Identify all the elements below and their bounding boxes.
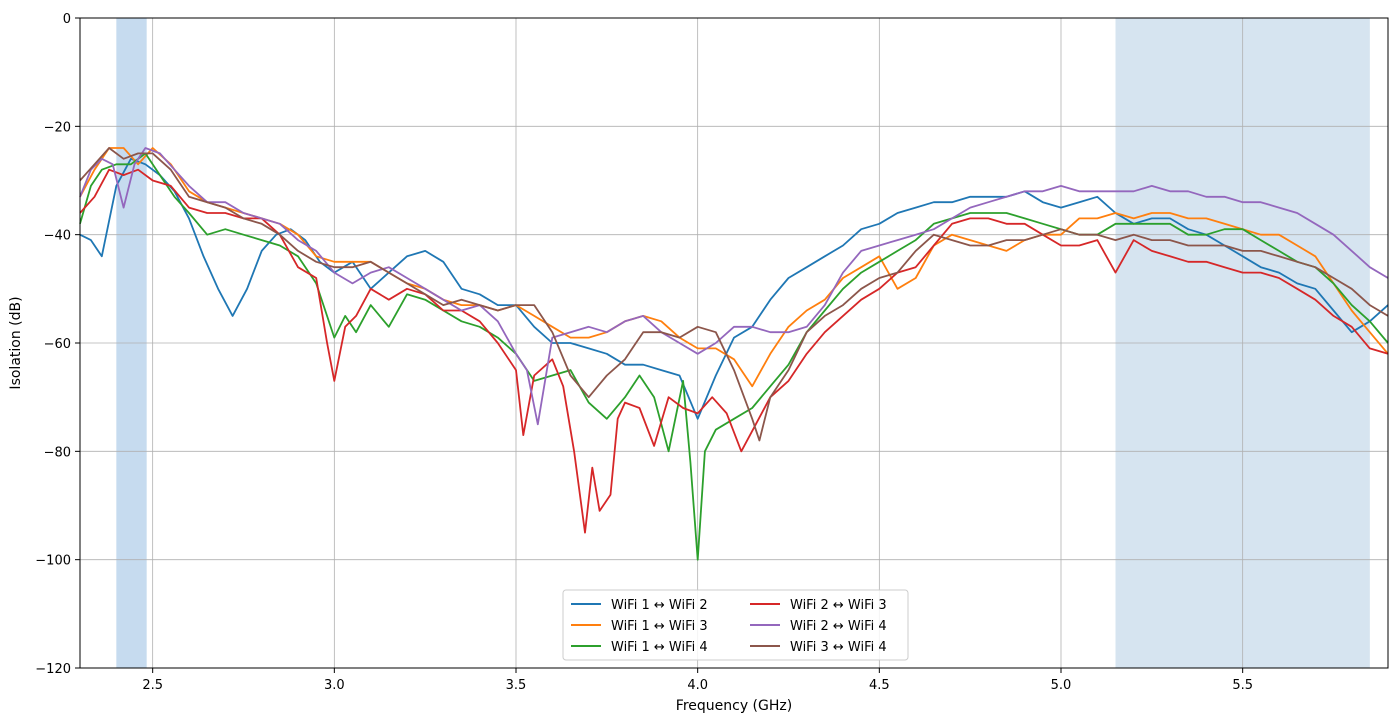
x-tick-label-4: 4.5 xyxy=(869,678,890,693)
y-axis-ticks: 0 −20 −40 −60 −80 −100 −120 xyxy=(35,12,80,677)
x-tick-label-0: 2.5 xyxy=(142,678,163,693)
y-tick-label-3: −60 xyxy=(44,337,71,352)
x-tick-label-3: 4.0 xyxy=(687,678,708,693)
series-line-0 xyxy=(79,157,1389,420)
legend-label-4: WiFi 2 ↔ WiFi 4 xyxy=(790,619,887,634)
x-tick-label-6: 5.5 xyxy=(1232,678,1253,693)
y-tick-label-5: −100 xyxy=(35,554,71,569)
x-tick-label-2: 3.5 xyxy=(506,678,527,693)
series-line-3 xyxy=(79,168,1389,534)
y-axis-label: Isolation (dB) xyxy=(8,296,24,389)
legend: WiFi 1 ↔ WiFi 2 WiFi 1 ↔ WiFi 3 WiFi 1 ↔ W… xyxy=(562,589,909,661)
y-tick-label-6: −120 xyxy=(35,662,71,677)
legend-box xyxy=(562,589,909,661)
legend-label-0: WiFi 1 ↔ WiFi 2 xyxy=(611,598,708,613)
series-line-5 xyxy=(79,147,1389,442)
x-tick-label-5: 5.0 xyxy=(1051,678,1072,693)
y-tick-label-0: 0 xyxy=(63,12,71,27)
legend-label-1: WiFi 1 ↔ WiFi 3 xyxy=(611,619,708,634)
series-lines xyxy=(79,147,1389,561)
legend-label-2: WiFi 1 ↔ WiFi 4 xyxy=(611,640,708,655)
y-tick-label-4: −80 xyxy=(44,445,71,460)
series-line-4 xyxy=(79,147,1389,426)
legend-label-5: WiFi 3 ↔ WiFi 4 xyxy=(790,640,887,655)
y-tick-label-2: −40 xyxy=(44,229,71,244)
legend-label-3: WiFi 2 ↔ WiFi 3 xyxy=(790,598,887,613)
x-axis-ticks: 2.5 3.0 3.5 4.0 4.5 5.0 5.5 xyxy=(142,668,1253,693)
series-line-2 xyxy=(79,152,1389,561)
y-tick-label-1: −20 xyxy=(44,120,71,135)
x-tick-label-1: 3.0 xyxy=(324,678,345,693)
x-axis-label: Frequency (GHz) xyxy=(676,698,792,714)
